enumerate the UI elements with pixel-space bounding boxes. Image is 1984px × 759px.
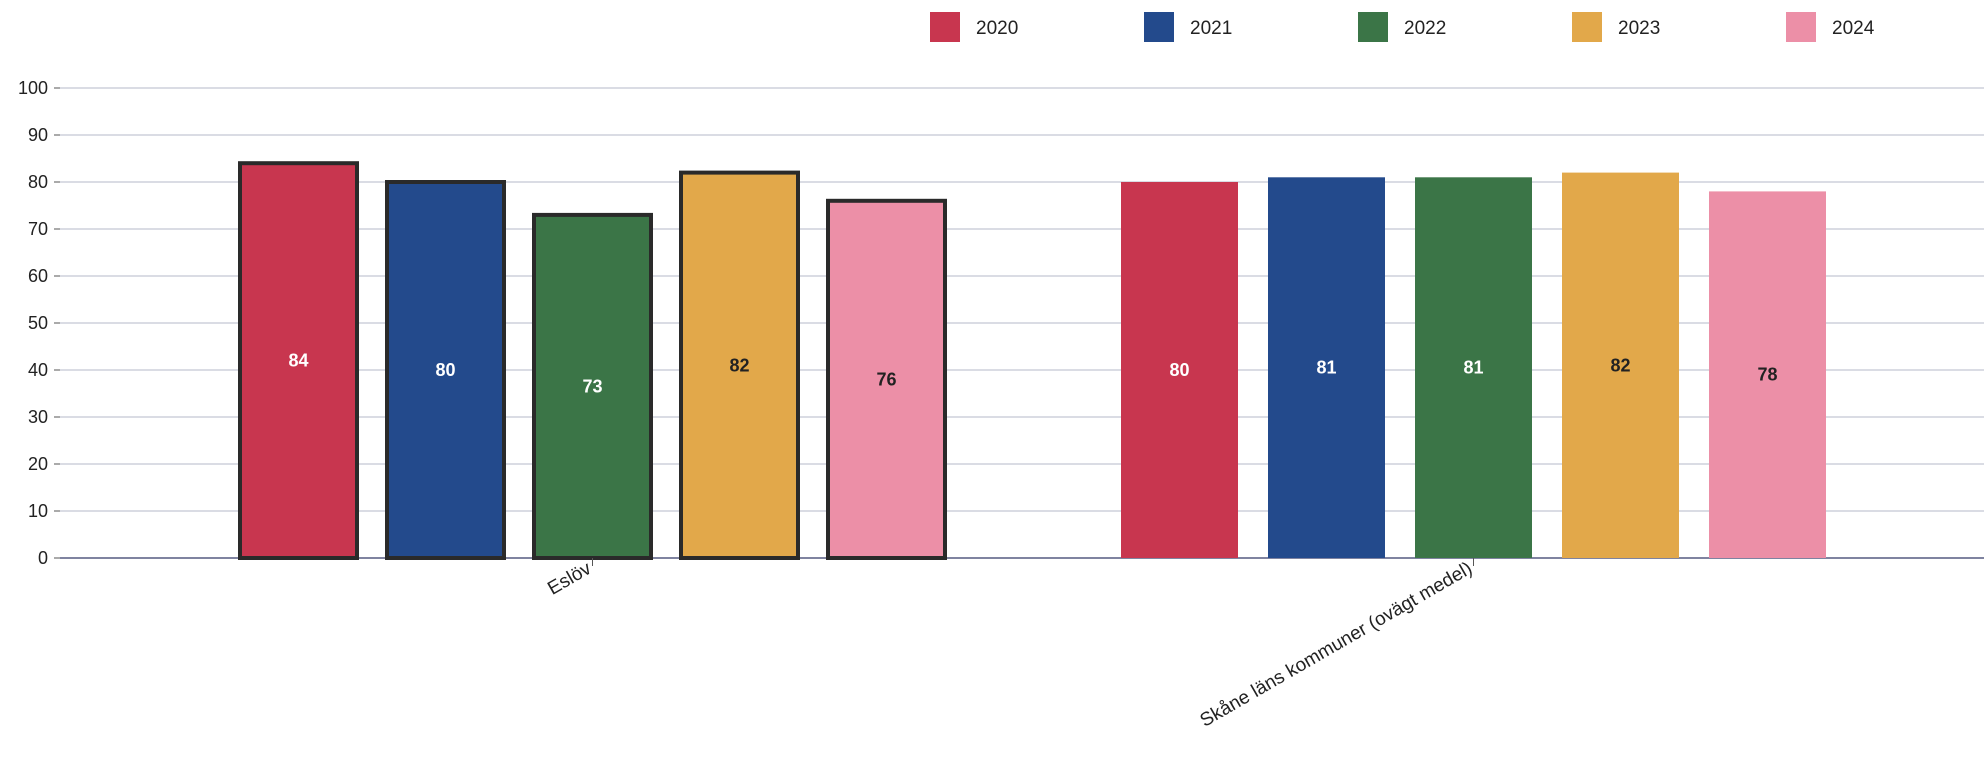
bar-value-label: 81 <box>1463 358 1483 378</box>
bar-value-label: 76 <box>876 369 896 389</box>
y-tick-label: 100 <box>18 78 48 98</box>
legend-label: 2023 <box>1618 18 1660 39</box>
bar-value-label: 82 <box>1610 355 1630 375</box>
bar <box>679 170 800 560</box>
y-tick-label: 90 <box>28 125 48 145</box>
legend-label: 2024 <box>1832 18 1875 39</box>
bar-value-label: 80 <box>1169 360 1189 380</box>
y-tick-label: 40 <box>28 360 48 380</box>
legend-swatch <box>1144 12 1174 42</box>
y-tick-label: 60 <box>28 266 48 286</box>
bar-value-label: 82 <box>729 355 749 375</box>
y-tick-label: 0 <box>38 548 48 568</box>
legend-swatch <box>1572 12 1602 42</box>
bar-value-label: 73 <box>582 376 602 396</box>
y-tick-label: 70 <box>28 219 48 239</box>
y-tick-label: 50 <box>28 313 48 333</box>
bar-value-label: 81 <box>1316 358 1336 378</box>
bar <box>1121 182 1238 558</box>
bar <box>1709 191 1826 558</box>
y-tick-label: 30 <box>28 407 48 427</box>
y-gridlines <box>60 87 1984 559</box>
legend-swatch <box>1786 12 1816 42</box>
x-axis: Eslöv Skåne läns kommuner (ovägt medel) <box>544 558 1476 732</box>
bar <box>1415 177 1532 559</box>
bar <box>1562 172 1679 558</box>
bar-value-label: 80 <box>435 360 455 380</box>
bar <box>385 180 506 560</box>
x-category-label: Skåne läns kommuner (ovägt medel) <box>1197 558 1476 731</box>
bar <box>532 212 653 560</box>
bar-series: 84 80 73 82 76 80 81 81 82 78 <box>238 161 1826 561</box>
y-axis: 0 10 20 30 40 50 60 70 80 90 100 <box>18 78 60 568</box>
chart-legend: 2020 2021 2022 2023 2024 <box>930 12 1875 42</box>
bar <box>826 198 947 561</box>
legend-label: 2022 <box>1404 18 1446 39</box>
legend-swatch <box>930 12 960 42</box>
y-tick-label: 20 <box>28 454 48 474</box>
legend-swatch <box>1358 12 1388 42</box>
bar <box>238 161 359 560</box>
legend-label: 2021 <box>1190 18 1232 39</box>
y-tick-label: 10 <box>28 501 48 521</box>
bar-value-label: 84 <box>288 351 308 371</box>
legend-label: 2020 <box>976 18 1018 39</box>
y-tick-label: 80 <box>28 172 48 192</box>
x-category-label: Eslöv <box>544 558 595 600</box>
bar <box>1268 177 1385 559</box>
bar-value-label: 78 <box>1757 365 1777 385</box>
